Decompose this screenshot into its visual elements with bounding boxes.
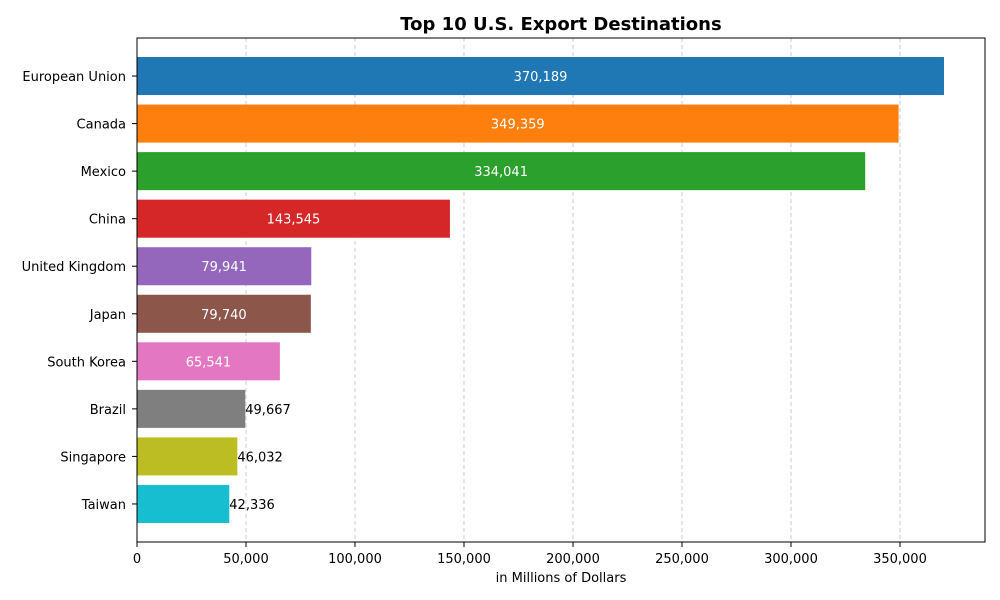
bar-value-label: 49,667 — [245, 403, 290, 418]
bar-value-label: 42,336 — [229, 498, 274, 513]
x-tick-label: 50,000 — [223, 552, 269, 567]
chart-title: Top 10 U.S. Export Destinations — [400, 14, 721, 35]
x-tick-label: 150,000 — [437, 552, 491, 567]
y-tick-label: Mexico — [81, 165, 126, 180]
bar-value-label: 79,941 — [201, 260, 247, 275]
x-tick-label: 250,000 — [655, 552, 709, 567]
bar-south-korea — [137, 342, 280, 381]
bar-value-label: 79,740 — [201, 308, 247, 323]
axis-layer: 0 50,000 100,000 150,000 200,000 250,000 300,0… — [22, 37, 986, 567]
y-tick-label: Taiwan — [81, 498, 126, 513]
bar-european-union — [137, 57, 944, 96]
plot-frame — [136, 37, 986, 543]
x-tick-label: 0 — [133, 552, 141, 567]
bar-value-label: 143,545 — [267, 213, 321, 228]
bar-value-label: 370,189 — [514, 70, 568, 85]
bar-layer: 370,189 349,359 334,041 143,545 79,941 79,740… — [137, 57, 944, 523]
bar-taiwan — [137, 484, 230, 523]
x-tick-label: 350,000 — [873, 552, 927, 567]
y-tick-label: Japan — [89, 308, 126, 323]
x-axis-label: in Millions of Dollars — [496, 571, 627, 586]
bar-mexico — [137, 152, 866, 191]
y-tick-label: South Korea — [47, 355, 126, 370]
y-tick-label: China — [89, 213, 126, 228]
y-tick-label: European Union — [22, 70, 126, 85]
bar-value-label: 46,032 — [237, 450, 283, 465]
x-tick-label: 200,000 — [546, 552, 600, 567]
x-tick-label: 300,000 — [764, 552, 818, 567]
bar-brazil — [137, 389, 246, 428]
y-tick-label: Canada — [77, 118, 126, 133]
x-tick-label: 100,000 — [328, 552, 382, 567]
bar-value-label: 334,041 — [474, 165, 528, 180]
bar-china — [137, 199, 450, 238]
y-tick-label: Singapore — [60, 450, 126, 465]
bar-canada — [137, 104, 899, 143]
bar-united-kingdom — [137, 247, 312, 286]
bar-value-label: 65,541 — [186, 355, 232, 370]
y-tick-label: United Kingdom — [22, 260, 126, 275]
bar-value-label: 349,359 — [491, 118, 545, 133]
y-tick-label: Brazil — [90, 403, 126, 418]
bar-japan — [137, 294, 311, 333]
bar-singapore — [137, 437, 238, 476]
